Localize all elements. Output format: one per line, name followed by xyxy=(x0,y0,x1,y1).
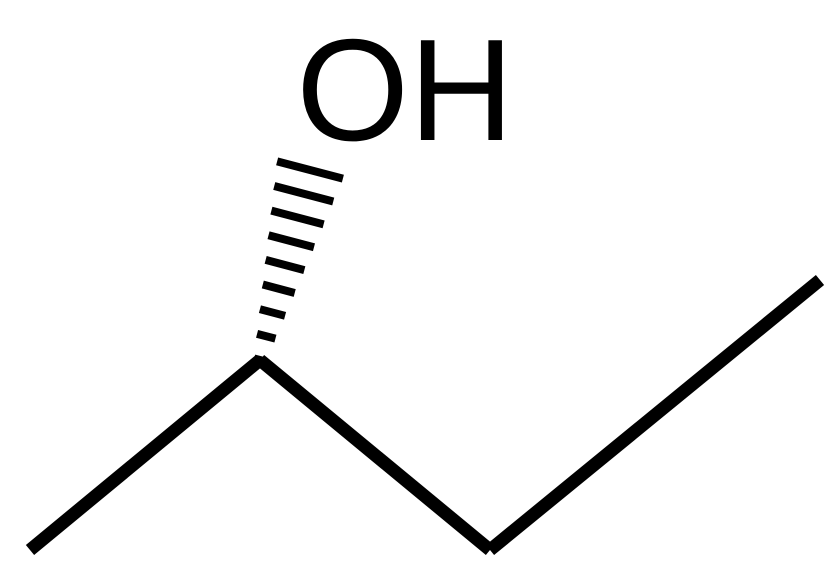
bond-line xyxy=(254,358,266,361)
bond-line xyxy=(490,280,820,550)
molecule-diagram: OH xyxy=(0,0,840,588)
bond-group xyxy=(30,161,820,550)
bond-line xyxy=(260,309,285,316)
bond-line xyxy=(266,260,305,270)
bond-line xyxy=(30,360,260,550)
bond-line xyxy=(271,211,323,225)
hydroxyl-label: OH xyxy=(296,9,514,171)
bond-line xyxy=(257,334,275,339)
bond-line xyxy=(269,235,314,247)
bond-line xyxy=(263,285,295,293)
bond-line xyxy=(274,186,333,202)
bond-line xyxy=(260,360,490,550)
